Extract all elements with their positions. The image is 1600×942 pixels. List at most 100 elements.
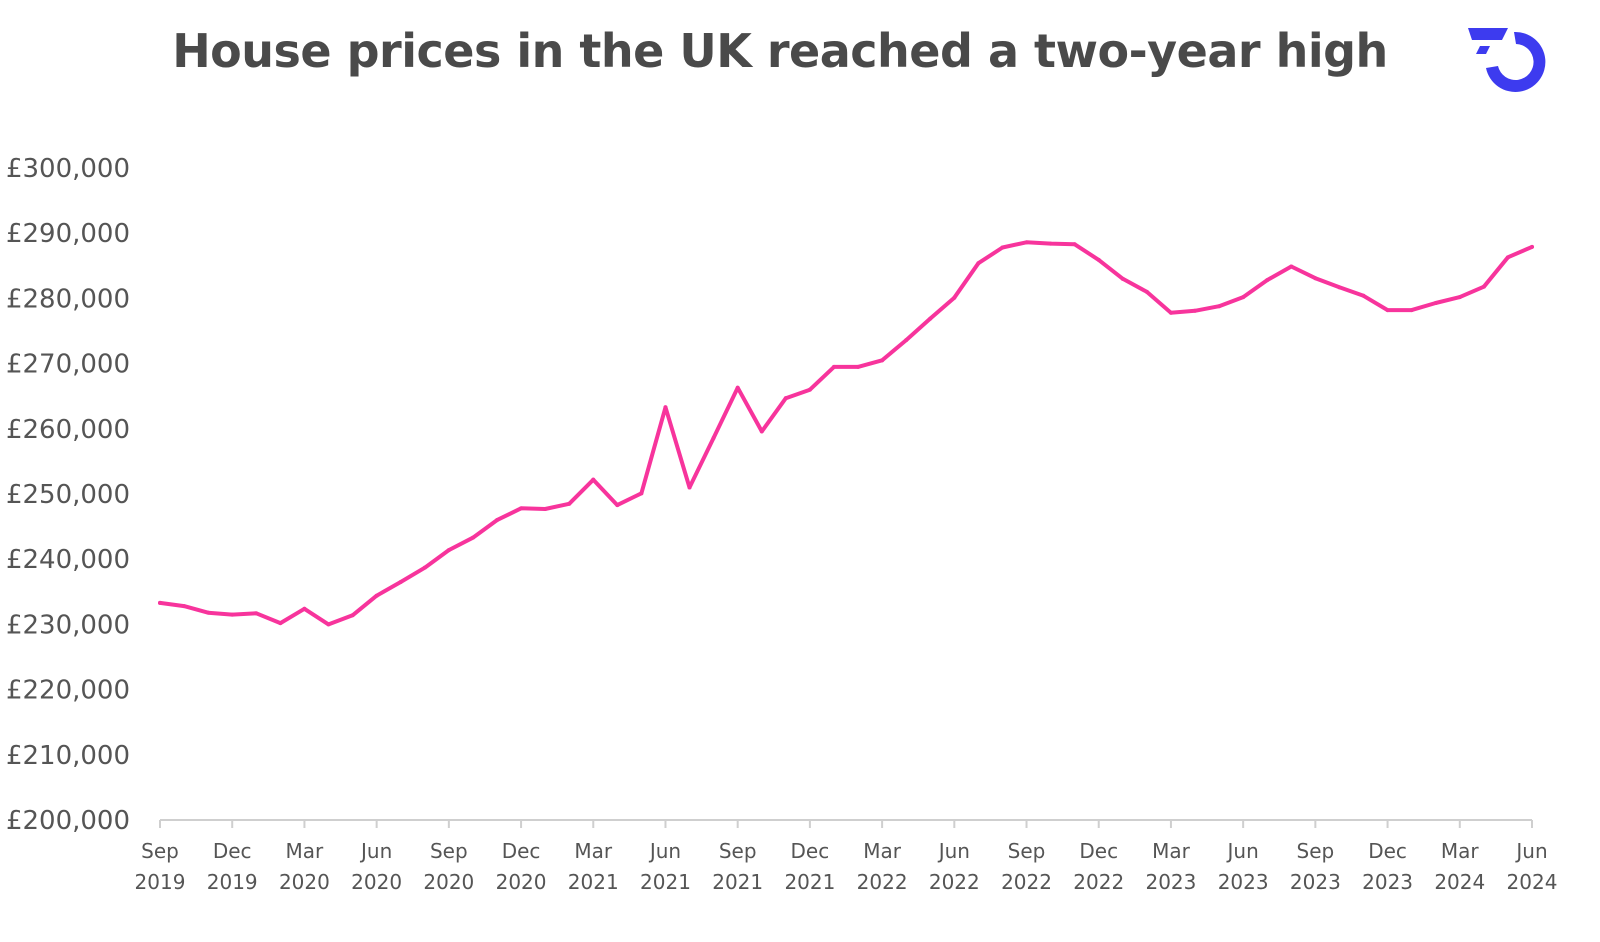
x-tick-label-year: 2022 xyxy=(929,870,980,894)
x-tick-label-year: 2023 xyxy=(1290,870,1341,894)
data-point xyxy=(952,295,957,300)
data-point xyxy=(783,396,788,401)
x-tick-label-year: 2020 xyxy=(423,870,474,894)
data-point xyxy=(856,364,861,369)
x-tick-label-month: Mar xyxy=(863,839,902,863)
data-point xyxy=(446,548,451,553)
x-tick-label-year: 2024 xyxy=(1507,870,1558,894)
data-point xyxy=(1313,276,1318,281)
data-point xyxy=(639,491,644,496)
y-tick-label: £200,000 xyxy=(6,806,130,836)
data-point xyxy=(543,506,548,511)
x-tick-label-month: Mar xyxy=(1152,839,1191,863)
x-tick-label-year: 2021 xyxy=(568,870,619,894)
x-tick-label-year: 2021 xyxy=(640,870,691,894)
data-point xyxy=(976,261,981,266)
x-tick-label-month: Jun xyxy=(1226,839,1259,863)
data-point xyxy=(1385,308,1390,313)
data-point xyxy=(711,435,716,440)
data-point xyxy=(278,621,283,626)
x-tick-label-year: 2023 xyxy=(1218,870,1269,894)
data-point xyxy=(158,600,162,605)
series-line-house-price xyxy=(158,240,1534,627)
y-tick-label: £300,000 xyxy=(6,154,130,184)
data-point xyxy=(254,611,259,616)
data-point xyxy=(615,503,620,508)
data-point xyxy=(1024,240,1029,245)
x-tick-label-year: 2020 xyxy=(279,870,330,894)
chart-title: House prices in the UK reached a two-yea… xyxy=(172,24,1388,78)
data-point xyxy=(326,622,331,627)
data-point xyxy=(1144,289,1149,294)
x-tick-label-year: 2022 xyxy=(857,870,908,894)
x-tick-label-month: Mar xyxy=(574,839,613,863)
y-tick-label: £230,000 xyxy=(6,610,130,640)
data-point xyxy=(1217,304,1222,309)
x-tick-label-year: 2019 xyxy=(207,870,258,894)
data-point xyxy=(880,358,885,363)
x-tick-label-month: Jun xyxy=(359,839,392,863)
data-point xyxy=(1505,255,1510,260)
x-tick-label-month: Jun xyxy=(648,839,681,863)
data-points xyxy=(158,240,1534,627)
x-tick-label-month: Sep xyxy=(1008,839,1046,863)
data-point xyxy=(494,518,499,523)
x-tick-label-year: 2023 xyxy=(1362,870,1413,894)
data-point xyxy=(230,612,235,617)
x-tick-label-month: Sep xyxy=(1297,839,1335,863)
data-point xyxy=(1265,278,1270,283)
x-tick-label-month: Mar xyxy=(286,839,325,863)
brand-logo-icon xyxy=(1468,28,1546,92)
y-tick-label: £280,000 xyxy=(6,284,130,314)
y-tick-label: £210,000 xyxy=(6,741,130,771)
x-tick-label-month: Dec xyxy=(213,839,252,863)
data-point xyxy=(206,610,211,615)
data-point xyxy=(591,477,596,482)
y-tick-label: £240,000 xyxy=(6,545,130,575)
x-tick-label-month: Sep xyxy=(141,839,179,863)
data-point xyxy=(735,385,740,390)
x-tick-label-year: 2021 xyxy=(784,870,835,894)
x-tick-label-year: 2020 xyxy=(351,870,402,894)
data-point xyxy=(807,387,812,392)
data-point xyxy=(1168,310,1173,315)
x-tick-label-month: Dec xyxy=(502,839,541,863)
x-tick-label-month: Sep xyxy=(430,839,468,863)
x-tick-label-month: Dec xyxy=(1368,839,1407,863)
y-tick-label: £250,000 xyxy=(6,480,130,510)
data-point xyxy=(350,613,355,618)
data-point xyxy=(928,316,933,321)
data-point xyxy=(904,338,909,343)
y-tick-label: £290,000 xyxy=(6,219,130,249)
x-tick-label-year: 2019 xyxy=(135,870,186,894)
data-point xyxy=(1361,293,1366,298)
data-point xyxy=(663,405,668,410)
x-tick-label-month: Jun xyxy=(937,839,970,863)
x-tick-label-year: 2022 xyxy=(1073,870,1124,894)
x-axis: Sep 2019 Dec 2019 Mar 2020 Jun 2020 Sep 2020 Dec 20… xyxy=(135,820,1558,894)
y-axis: £200,000 £210,000 £220,000 £230,000 £240,000… xyxy=(6,154,130,836)
y-tick-label: £260,000 xyxy=(6,415,130,445)
data-point xyxy=(1072,242,1077,247)
x-tick-label-month: Dec xyxy=(791,839,830,863)
x-tick-label-year: 2024 xyxy=(1434,870,1485,894)
data-point xyxy=(1193,308,1198,313)
data-point xyxy=(519,506,524,511)
data-point xyxy=(1120,276,1125,281)
data-point xyxy=(1433,300,1438,305)
data-point xyxy=(1481,284,1486,289)
x-tick-label-year: 2022 xyxy=(1001,870,1052,894)
data-point xyxy=(422,565,427,570)
data-point xyxy=(398,580,403,585)
data-point xyxy=(1096,257,1101,262)
data-point xyxy=(374,593,379,598)
x-tick-label-month: Dec xyxy=(1079,839,1118,863)
data-point xyxy=(1530,244,1534,249)
data-point xyxy=(759,429,764,434)
data-point xyxy=(1337,285,1342,290)
y-tick-label: £270,000 xyxy=(6,350,130,380)
data-point xyxy=(1289,264,1294,269)
data-point xyxy=(470,535,475,540)
x-tick-label-year: 2020 xyxy=(496,870,547,894)
x-tick-label-month: Sep xyxy=(719,839,757,863)
